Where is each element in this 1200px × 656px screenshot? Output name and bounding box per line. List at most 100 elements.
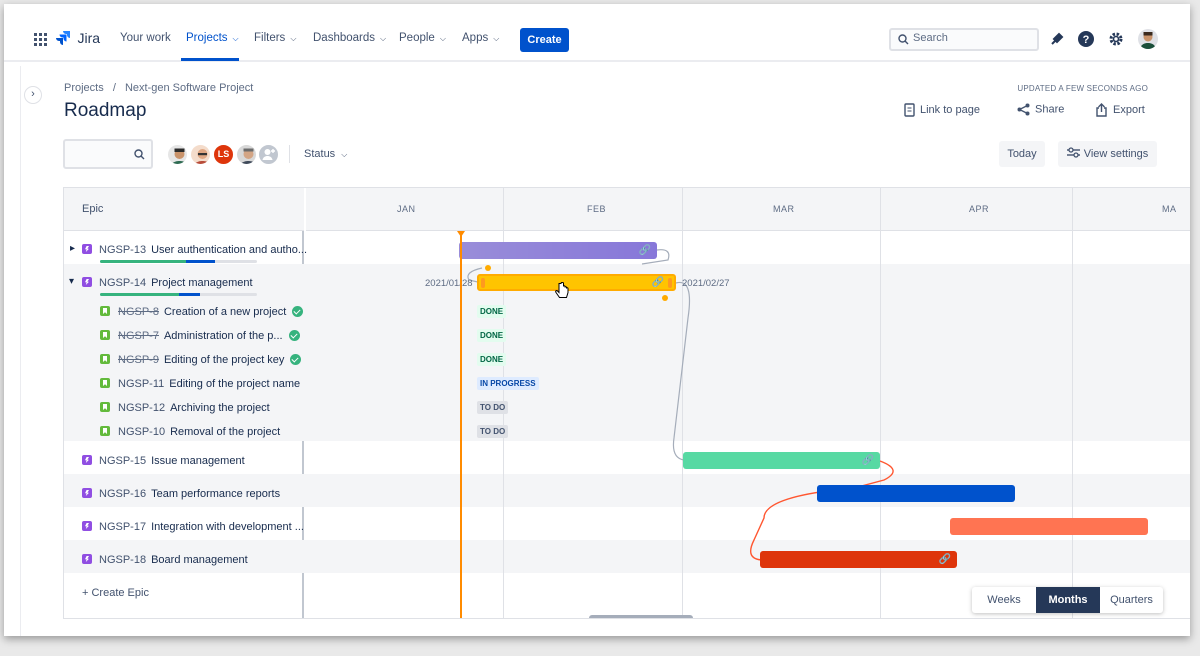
search-icon — [898, 34, 909, 45]
search-input[interactable] — [913, 32, 1033, 44]
share-icon — [1017, 103, 1030, 116]
zoom-months-button[interactable]: Months — [1036, 587, 1100, 613]
search-field[interactable] — [889, 28, 1039, 51]
story-icon — [100, 402, 110, 412]
nav-projects[interactable]: Projects ⌵ — [186, 32, 239, 44]
nav-apps-label: Apps — [462, 32, 489, 44]
epic-header-label: Epic — [82, 203, 104, 215]
issue-key: NGSP-10 — [118, 426, 166, 438]
nav-dashboards[interactable]: Dashboards ⌵ — [313, 32, 386, 44]
issue-title: Integration with development ... — [151, 521, 304, 533]
timeline-header: JAN FEB MAR APR MA — [306, 188, 1190, 231]
nav-apps[interactable]: Apps ⌵ — [462, 32, 499, 44]
epic-row[interactable]: NGSP-18 Board management — [82, 554, 248, 566]
search-icon — [134, 149, 145, 160]
dependency-handle[interactable] — [662, 295, 668, 301]
issue-title: Removal of the project — [170, 426, 281, 438]
issue-row[interactable]: NGSP-10 Removal of the project — [100, 426, 280, 438]
epic-row[interactable]: NGSP-16 Team performance reports — [82, 488, 280, 500]
story-icon — [100, 354, 110, 364]
link-to-page-button[interactable]: Link to page — [904, 103, 980, 117]
status-filter-label: Status — [304, 148, 336, 160]
dependency-handle[interactable] — [485, 265, 491, 271]
assignee-avatar[interactable] — [166, 143, 189, 166]
month-gridline — [682, 188, 683, 618]
status-lozenge: DONE — [477, 353, 507, 366]
view-settings-label: View settings — [1083, 148, 1149, 160]
roadmap-search-input[interactable] — [63, 139, 153, 169]
top-navigation: Jira Your work Projects ⌵ Filters ⌵ Dashbo… — [4, 4, 1190, 62]
jira-logo-icon — [56, 31, 70, 45]
epic-bar-ngsp-14[interactable]: 🔗 — [477, 274, 676, 291]
expand-sidebar-button[interactable]: › — [24, 86, 42, 104]
notifications-icon[interactable] — [1050, 32, 1064, 51]
issue-row[interactable]: NGSP-8 Creation of a new project — [100, 306, 304, 318]
add-people-button[interactable] — [257, 143, 280, 166]
create-epic-button[interactable]: + Create Epic — [82, 587, 149, 599]
export-button[interactable]: Export — [1095, 103, 1145, 117]
issue-key: NGSP-15 — [99, 455, 147, 467]
issue-key: NGSP-11 — [118, 378, 165, 390]
breadcrumb-separator: / — [112, 82, 116, 94]
epic-row[interactable]: NGSP-15 Issue management — [82, 455, 245, 467]
help-icon[interactable]: ? — [1078, 31, 1094, 52]
issue-row[interactable]: NGSP-7 Administration of the p... — [100, 330, 300, 342]
dependency-line — [750, 460, 894, 561]
epic-progress-bar — [100, 293, 257, 296]
assignee-avatar[interactable]: LS — [212, 143, 235, 166]
issue-title: Board management — [151, 554, 248, 566]
epic-bar-ngsp-16[interactable] — [817, 485, 1015, 502]
zoom-weeks-button[interactable]: Weeks — [987, 594, 1021, 606]
breadcrumb-project-link[interactable]: Next-gen Software Project — [124, 82, 254, 94]
sidebar-divider — [20, 66, 21, 636]
breadcrumb-projects-link[interactable]: Projects — [64, 82, 104, 94]
epic-row[interactable]: NGSP-14 Project management — [82, 277, 253, 289]
story-icon — [100, 426, 110, 436]
add-user-icon — [262, 149, 275, 160]
resize-handle-right[interactable] — [668, 278, 672, 288]
view-settings-button[interactable]: View settings — [1058, 141, 1157, 167]
epic-bar-ngsp-17[interactable] — [950, 518, 1148, 535]
nav-your-work[interactable]: Your work — [120, 32, 171, 44]
today-button[interactable]: Today — [999, 141, 1045, 167]
resize-handle-left[interactable] — [481, 278, 485, 288]
epic-bar-ngsp-13[interactable]: 🔗 — [459, 242, 657, 259]
nav-your-work-label: Your work — [120, 32, 171, 44]
nav-dashboards-label: Dashboards — [313, 32, 376, 44]
issue-key: NGSP-16 — [99, 488, 147, 500]
end-date-label: 2021/02/27 — [682, 278, 730, 289]
updated-status: UPDATED A FEW SECONDS AGO — [1017, 84, 1148, 93]
horizontal-scrollbar[interactable] — [589, 615, 693, 618]
export-icon — [1096, 103, 1107, 117]
nav-people[interactable]: People ⌵ — [399, 32, 446, 44]
profile-avatar[interactable] — [1138, 29, 1158, 49]
dependency-line — [672, 281, 691, 461]
issue-key: NGSP-14 — [99, 277, 147, 289]
issue-row[interactable]: NGSP-12 Archiving the project — [100, 402, 270, 414]
story-icon — [100, 306, 110, 316]
issue-row[interactable]: NGSP-11 Editing of the project name — [100, 378, 300, 390]
settings-gear-icon[interactable] — [1108, 31, 1124, 52]
nav-filters[interactable]: Filters ⌵ — [254, 32, 296, 44]
assignee-avatar[interactable] — [235, 143, 258, 166]
issue-title: Administration of the p... — [163, 330, 283, 342]
status-filter-dropdown[interactable]: Status ⌵ — [304, 148, 347, 160]
epic-row[interactable]: NGSP-13 User authentication and autho... — [82, 244, 307, 256]
issue-row[interactable]: NGSP-9 Editing of the project key — [100, 354, 302, 366]
chevron-down-icon: ⌵ — [290, 34, 297, 43]
epic-bar-ngsp-18[interactable]: 🔗 — [760, 551, 957, 568]
zoom-quarters-button[interactable]: Quarters — [1110, 594, 1153, 606]
epic-icon — [82, 554, 92, 564]
jira-logo[interactable]: Jira — [56, 30, 100, 48]
collapse-row-toggle[interactable]: ▾ — [69, 276, 75, 287]
assignee-avatar[interactable] — [189, 143, 212, 166]
breadcrumb: Projects / Next-gen Software Project — [64, 82, 253, 94]
create-button[interactable]: Create — [520, 28, 569, 52]
share-button[interactable]: Share — [1017, 103, 1064, 116]
epic-bar-ngsp-15[interactable]: 🔗 — [683, 452, 880, 469]
chevron-down-icon: ⌵ — [380, 34, 387, 43]
issue-title: Issue management — [151, 455, 245, 467]
epic-row[interactable]: NGSP-17 Integration with development ... — [82, 521, 304, 533]
expand-row-toggle[interactable]: ▸ — [70, 243, 76, 254]
app-switcher-icon[interactable] — [34, 33, 47, 51]
